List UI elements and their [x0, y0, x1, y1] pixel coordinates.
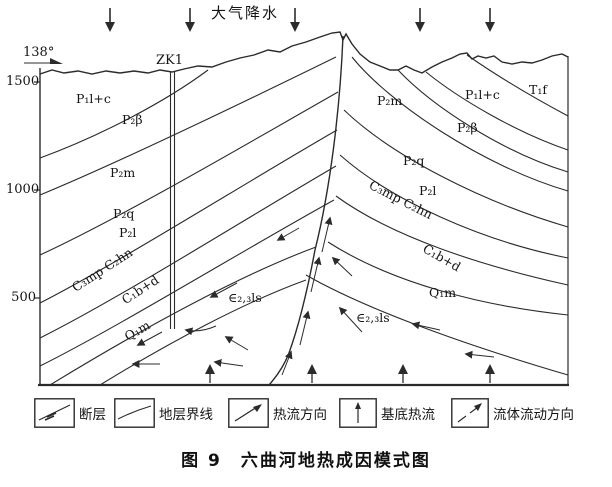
borehole-label: ZK1 [156, 53, 184, 68]
legend-item-fluid-flow: 流体流动方向 [451, 397, 574, 428]
legend-item-basement-heat-flow: 基底热流 [339, 397, 435, 428]
stratum-label-right-p1lc: P₁l+c [465, 87, 500, 102]
stratum-boundary-line [99, 279, 307, 386]
figure-caption: 图 9 六曲河地热成因模式图 [181, 451, 431, 471]
stratum-boundary-line [339, 154, 569, 259]
precipitation-arrows [105, 8, 495, 32]
stratum-label-right-p2beta: P₂β [457, 120, 478, 135]
heat-flow-arrow [184, 325, 217, 336]
heat-flow-arrow [411, 321, 441, 331]
fluid-flow-arrow [299, 310, 311, 346]
heat-flow-arrow [213, 358, 244, 367]
heat-flow-arrow-icon [228, 397, 269, 428]
heat-flow-arrow [276, 227, 300, 241]
stratum-label-left-p2m: P₂m [110, 165, 136, 180]
stratum-boundary-line [39, 165, 337, 339]
fault-icon [34, 397, 75, 428]
legend-item-heat-flow: 热流方向 [228, 397, 327, 428]
legend-label: 流体流动方向 [493, 406, 574, 423]
precipitation-label: 大气降水 [211, 4, 280, 22]
flow-arrows [131, 216, 495, 376]
stratum-label-left-p2beta: P₂β [122, 112, 143, 127]
stratum-boundary-line [39, 91, 339, 256]
heat-flow-arrow [224, 336, 249, 351]
stratum-boundary-line [39, 129, 338, 304]
basement-heat-flow-arrows [205, 364, 495, 383]
fluid-flow-arrow [321, 216, 333, 253]
legend-item-stratum-boundary: 地层界线 [114, 397, 213, 428]
borehole-zk1 [169, 71, 176, 329]
stratum-label-right-t1f: T₁f [529, 82, 547, 97]
azimuth-flag [50, 58, 63, 64]
stratum-boundary-line [327, 241, 569, 316]
stratum-label-right-p2m: P₂m [377, 93, 403, 108]
heat-flow-arrow [464, 350, 495, 359]
stratum-label-left-p2l: P₂l [119, 225, 137, 240]
legend-item-fault: 断层 [34, 397, 106, 428]
stratum-boundary-line [397, 69, 569, 173]
stratum-boundary-line [39, 199, 335, 367]
stratum-label-right-p2l: P₂l [419, 183, 437, 198]
legend-label: 地层界线 [159, 406, 213, 423]
legend-label: 断层 [79, 406, 106, 423]
stratum-label-right-cambrian-ls: ∈₂,₃ls [356, 310, 390, 325]
fault-line [268, 35, 344, 386]
stratum-label-right-q1m: Q₁m [429, 285, 457, 300]
heat-flow-arrow [209, 282, 238, 298]
heat-flow-arrow [136, 331, 163, 346]
elevation-tick-label: 1000 [6, 182, 40, 197]
stratum-boundary-line [466, 54, 569, 117]
legend-label: 基底热流 [381, 406, 435, 423]
stratum-label-left-cambrian-ls: ∈₂,₃ls [228, 290, 262, 305]
stratum-boundary-line [351, 56, 569, 192]
fluid-flow-arrow [338, 306, 363, 333]
fluid-flow-arrow [281, 350, 293, 376]
elevation-tick-label: 1500 [6, 74, 40, 89]
elevation-tick-label: 500 [11, 290, 36, 305]
stratum-boundary-line [39, 69, 209, 159]
stratum-boundary-line [425, 71, 569, 151]
stratum-boundary-icon [114, 397, 155, 428]
surface-profile [39, 31, 569, 75]
stratum-boundary-line [343, 109, 569, 228]
legend-label: 热流方向 [273, 406, 327, 423]
stratum-boundary-lines-left [39, 56, 339, 386]
fluid-flow-arrow-icon [451, 397, 489, 428]
stratum-boundary-line [335, 195, 569, 286]
stratum-label-left-p2q: P₂q [113, 206, 135, 221]
basement-heat-flow-arrow-icon [339, 397, 377, 428]
fluid-flow-arrow [331, 256, 353, 277]
fluid-flow-arrow [310, 256, 322, 293]
stratum-boundary-line [39, 56, 337, 196]
stratum-boundary-lines-right [305, 54, 569, 376]
stratum-label-left-p1lc: P₁l+c [76, 91, 111, 106]
stratum-boundary-line [49, 246, 317, 386]
stratum-label-right-p2q: P₂q [403, 153, 425, 168]
azimuth-label: 138° [23, 45, 55, 60]
